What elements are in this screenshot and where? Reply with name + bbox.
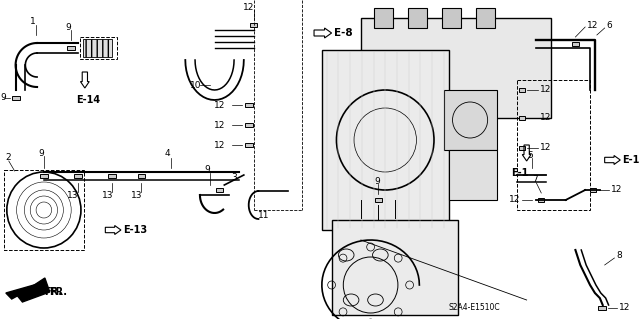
Bar [138, 174, 145, 178]
Bar [408, 8, 427, 28]
Bar [361, 18, 551, 118]
Bar [519, 88, 525, 92]
Bar [449, 150, 497, 200]
Text: 11: 11 [259, 211, 270, 220]
Bar [572, 41, 579, 46]
Bar [519, 116, 525, 120]
Text: 12: 12 [214, 140, 225, 150]
Text: 3: 3 [231, 174, 237, 182]
Bar [519, 146, 525, 150]
Text: 12: 12 [540, 144, 552, 152]
Bar [83, 39, 112, 57]
Text: E-13: E-13 [123, 225, 147, 235]
Bar [40, 174, 48, 178]
Bar [598, 306, 605, 310]
Text: 9: 9 [374, 176, 380, 186]
Text: 9: 9 [38, 149, 44, 158]
Text: 9: 9 [0, 93, 6, 102]
Text: 12: 12 [540, 114, 552, 122]
Text: 9: 9 [204, 166, 210, 174]
Bar [332, 220, 458, 315]
Text: E-8: E-8 [333, 28, 352, 38]
Text: 8: 8 [616, 250, 622, 259]
Text: 12: 12 [243, 3, 254, 11]
Bar [244, 143, 253, 147]
Bar [374, 8, 393, 28]
Bar [216, 188, 223, 192]
Text: 13: 13 [131, 191, 142, 201]
Text: 12: 12 [214, 100, 225, 109]
Polygon shape [6, 283, 41, 299]
Text: 12: 12 [611, 186, 622, 195]
Bar [444, 90, 497, 150]
Bar [108, 174, 116, 178]
Text: FR.: FR. [49, 287, 67, 297]
Text: 4: 4 [165, 150, 170, 159]
Bar [244, 122, 253, 127]
Text: 12: 12 [620, 303, 630, 313]
Text: 9: 9 [65, 23, 71, 32]
Text: E-14: E-14 [76, 95, 100, 105]
Text: 2: 2 [6, 152, 12, 161]
Text: 13: 13 [102, 191, 113, 201]
Bar [80, 37, 117, 59]
Text: 12: 12 [540, 85, 552, 94]
Bar [476, 8, 495, 28]
Text: 7: 7 [532, 175, 538, 184]
Bar [517, 80, 590, 210]
Text: E-1: E-1 [622, 155, 639, 165]
Text: 12: 12 [509, 196, 520, 204]
Bar [67, 46, 75, 50]
Text: S2A4-E1510C: S2A4-E1510C [449, 303, 500, 313]
Text: 1: 1 [30, 18, 36, 26]
Bar [538, 198, 544, 202]
Bar [12, 96, 19, 100]
Bar [322, 50, 449, 230]
Text: 5: 5 [527, 151, 533, 160]
Bar [74, 174, 82, 178]
Text: 13: 13 [67, 191, 79, 201]
Bar [4, 170, 84, 250]
Text: 12: 12 [587, 20, 598, 29]
Bar [442, 8, 461, 28]
Bar [250, 23, 257, 27]
Bar [590, 188, 596, 192]
Text: 6: 6 [607, 21, 612, 31]
Text: FR.: FR. [44, 287, 62, 297]
Bar [244, 103, 253, 108]
Text: 12: 12 [214, 121, 225, 130]
Polygon shape [17, 278, 50, 302]
Text: E-1: E-1 [511, 168, 529, 178]
Text: 10: 10 [190, 80, 202, 90]
Bar [374, 197, 382, 202]
